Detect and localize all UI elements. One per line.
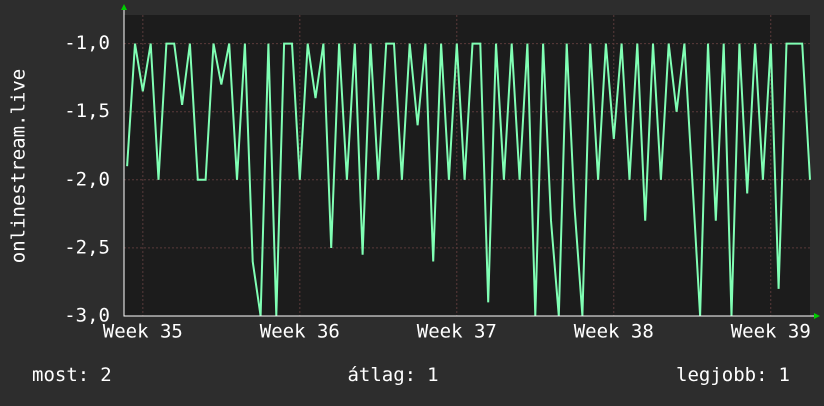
stat-label: átlag: — [347, 364, 416, 386]
stat-value: 1 — [779, 364, 790, 386]
data-line — [126, 42, 811, 317]
x-tick-label: Week 35 — [103, 321, 183, 343]
stat-label: most: — [32, 364, 89, 386]
y-tick-label: -2,5 — [64, 236, 110, 258]
y-tick-label: -2,0 — [64, 168, 110, 190]
x-tick-label: Week 39 — [731, 321, 811, 343]
stat: legjobb: 1 — [676, 364, 790, 386]
stat: most: 2 — [32, 364, 112, 386]
stat-value: 1 — [427, 364, 438, 386]
axis-arrow — [121, 4, 127, 10]
x-tick-label: Week 36 — [260, 321, 340, 343]
stat-value: 2 — [100, 364, 111, 386]
x-tick-label: Week 37 — [417, 321, 497, 343]
stat: átlag: 1 — [347, 364, 438, 386]
stat-label: legjobb: — [676, 364, 768, 386]
axis-arrow — [814, 313, 820, 319]
y-tick-label: -3,0 — [64, 305, 110, 327]
y-tick-label: -1,5 — [64, 100, 110, 122]
y-tick-label: -1,0 — [64, 32, 110, 54]
x-tick-label: Week 38 — [574, 321, 654, 343]
y-axis-label: onlinestream.live — [8, 69, 30, 263]
axis — [123, 8, 816, 317]
